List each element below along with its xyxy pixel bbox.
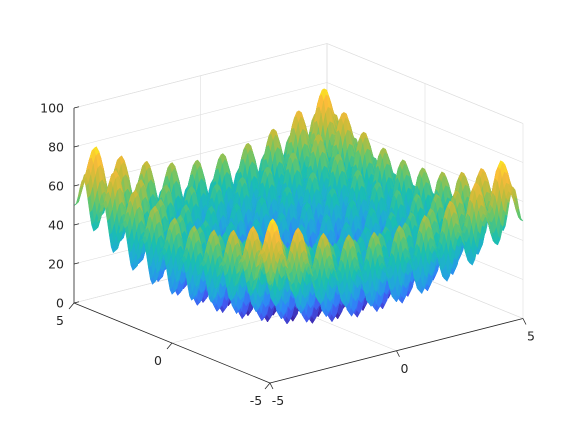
box-edge-top-back	[73, 43, 328, 109]
box-edge-top-side	[326, 43, 524, 124]
surface-mesh	[73, 88, 524, 325]
